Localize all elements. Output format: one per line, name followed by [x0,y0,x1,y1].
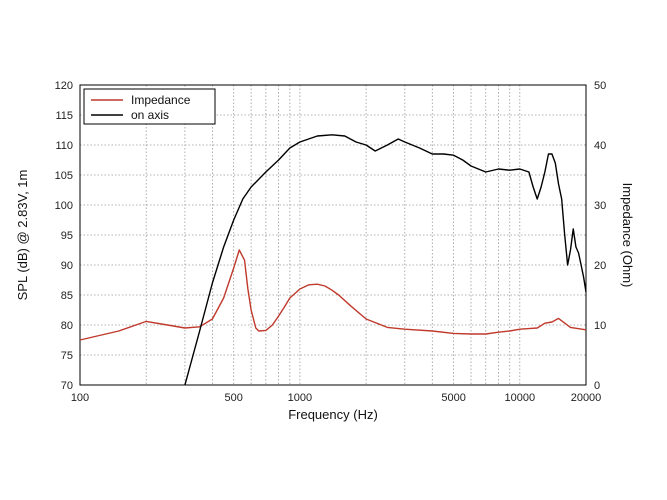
y-tick-label: 75 [61,350,73,362]
y-axis-title: SPL (dB) @ 2.83V, 1m [15,170,30,301]
y-tick-label: 95 [61,230,73,242]
y-tick-label: 110 [55,140,73,152]
y-tick-label: 115 [55,110,73,122]
x-tick-label: 100 [71,392,89,404]
legend-label-impedance: Impedance [131,93,191,107]
y-tick-label: 105 [55,170,73,182]
y2-axis-title: Impedance (Ohm) [620,183,635,288]
x-tick-label: 20000 [571,392,602,404]
y2-tick-label: 0 [594,380,600,392]
y-tick-label: 120 [55,80,73,92]
y-tick-label: 80 [61,320,73,332]
impedance-series-line [79,249,587,341]
grid-lines [80,85,586,385]
y2-tick-label: 30 [594,200,606,212]
y-tick-label: 85 [61,290,73,302]
y2-tick-label: 20 [594,260,606,272]
x-tick-label: 10000 [505,392,536,404]
legend: Impedance on axis [83,88,216,125]
legend-box [83,88,216,125]
x-tick-label: 1000 [288,392,312,404]
x-tick-label: 500 [225,392,243,404]
y-tick-label: 90 [61,260,73,272]
series-layer [79,134,587,386]
legend-label-on-axis: on axis [131,108,169,122]
y-tick-label: 70 [61,380,73,392]
x-axis-title: Frequency (Hz) [288,407,378,422]
y-tick-label: 100 [55,200,73,212]
tick-labels: 70 75 80 85 90 95 100 105 110 115 120 0 10 20 30 40 50 10… [55,80,607,404]
plot-frame [79,84,587,386]
y2-tick-label: 50 [594,80,606,92]
x-tick-label: 5000 [441,392,465,404]
y2-tick-label: 10 [594,320,606,332]
on-axis-series-line [184,134,587,386]
y2-tick-label: 40 [594,140,606,152]
